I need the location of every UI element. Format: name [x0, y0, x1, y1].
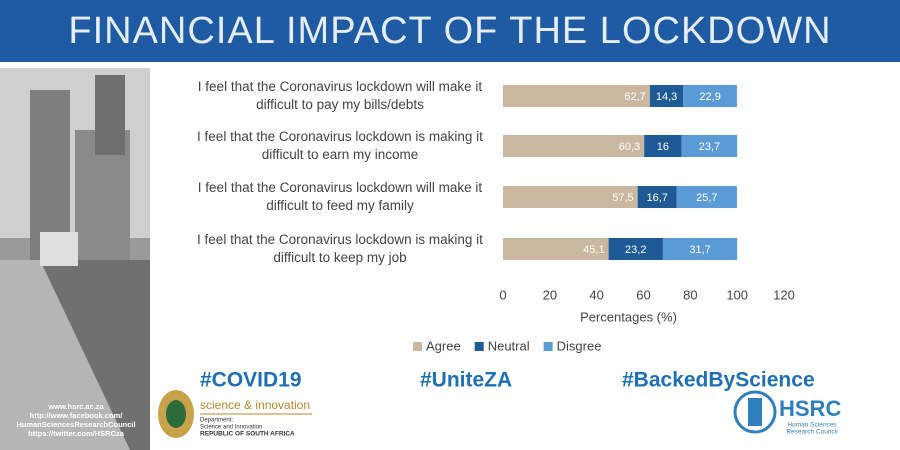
hashtag: #UniteZA [420, 369, 512, 392]
category-label: I feel that the Coronavirus lockdown is … [197, 232, 483, 265]
title: FINANCIAL IMPACT OF THE LOCKDOWN [68, 10, 831, 52]
hsrc-emblem [733, 390, 777, 434]
x-tick-label: 20 [543, 287, 557, 302]
bar-segment [503, 238, 609, 260]
legend-swatch [543, 342, 553, 351]
value-label: 14,3 [656, 91, 677, 103]
legend-label: Disgree [557, 338, 602, 353]
dsi-line: Department: [200, 418, 233, 424]
link-text: https://twitter.com/HSRCza [28, 429, 125, 438]
value-label: 16 [657, 141, 669, 153]
legend-label: Agree [426, 338, 461, 353]
bar-segment [644, 135, 682, 157]
x-tick-label: 60 [636, 287, 650, 302]
dsi-line: Science and Innovation [200, 425, 262, 431]
hsrc-line: Human Sciences [787, 422, 837, 429]
bar-segment [637, 186, 677, 208]
value-label: 31,7 [689, 244, 710, 256]
value-label: 25,7 [696, 192, 717, 204]
legend-label: Neutral [488, 338, 530, 353]
banner [0, 0, 900, 62]
bar-segment [649, 85, 684, 107]
x-tick-label: 120 [773, 287, 795, 302]
bar-segment [503, 85, 650, 107]
value-label: 62,7 [624, 91, 645, 103]
x-tick-label: 40 [589, 287, 603, 302]
x-axis-title: Percentages (%) [580, 309, 677, 324]
link-text: http://www.facebook.com/ [30, 411, 124, 420]
bar-segment [681, 135, 738, 157]
bar-segment [676, 186, 737, 208]
dsi-emblem [158, 390, 194, 438]
x-tick-label: 100 [726, 287, 748, 302]
value-label: 23,2 [625, 244, 646, 256]
photo [0, 68, 150, 450]
value-label: 22,9 [699, 91, 720, 103]
value-label: 60,3 [619, 141, 640, 153]
x-tick-label: 0 [499, 287, 506, 302]
dsi-tagline: science & innovation [200, 398, 310, 412]
bar-segment [503, 135, 645, 157]
hashtag: #BackedByScience [622, 369, 815, 392]
value-label: 57,5 [612, 192, 633, 204]
legend-swatch [474, 342, 484, 351]
hashtag: #COVID19 [200, 369, 302, 392]
hsrc-name: HSRC [779, 396, 841, 421]
link-text: HumanSciencesResearchCouncil [16, 420, 135, 429]
bar-segment [503, 186, 638, 208]
category-label: I feel that the Coronavirus lockdown wil… [197, 180, 483, 213]
value-label: 23,7 [699, 141, 720, 153]
hsrc-line: Research Council [786, 429, 838, 436]
dsi-line: REPUBLIC OF SOUTH AFRICA [200, 431, 295, 438]
value-label: 45,1 [583, 244, 604, 256]
bar-segment [683, 85, 737, 107]
x-tick-label: 80 [683, 287, 697, 302]
value-label: 16,7 [646, 192, 667, 204]
category-label: I feel that the Coronavirus lockdown wil… [197, 79, 483, 112]
link-text: www.hsrc.ac.za [47, 402, 104, 411]
bar-segment [608, 238, 663, 260]
category-label: I feel that the Coronavirus lockdown is … [197, 129, 483, 162]
legend-swatch [413, 342, 422, 351]
bar-segment [662, 238, 738, 260]
